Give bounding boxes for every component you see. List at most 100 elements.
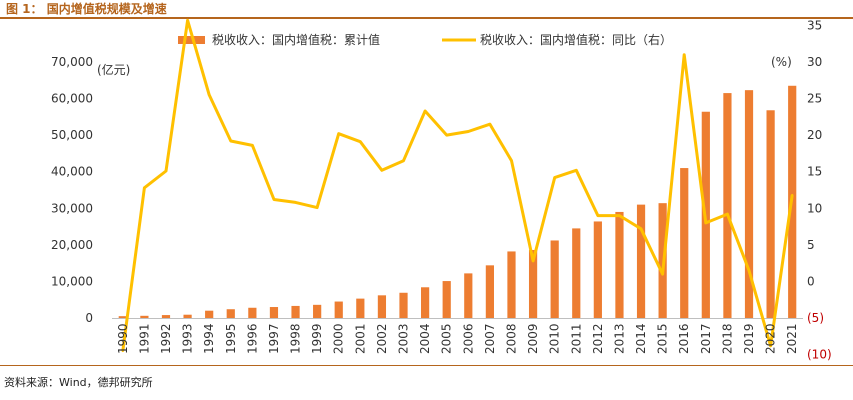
left-tick-label: 10,000 xyxy=(51,274,93,288)
left-tick-label: 0 xyxy=(85,311,93,325)
x-tick-label: 1999 xyxy=(310,323,324,354)
line-point xyxy=(575,169,578,172)
x-tick-label: 1995 xyxy=(224,323,238,354)
legend: 税收收入：国内增值税：累计值 税收收入：国内增值税：同比（右） xyxy=(178,32,672,47)
x-tick-label: 2016 xyxy=(677,323,691,354)
x-tick-label: 2010 xyxy=(548,323,562,354)
x-tick-label: 1994 xyxy=(202,323,216,354)
right-tick-label: 5 xyxy=(807,238,815,252)
right-tick-label: (5) xyxy=(807,311,824,325)
x-tick-label: 2004 xyxy=(418,323,432,354)
x-tick-label: 2018 xyxy=(720,323,734,354)
line-point xyxy=(164,169,168,173)
line-point xyxy=(380,169,384,172)
bar xyxy=(248,307,257,318)
bar xyxy=(766,110,775,318)
bar xyxy=(291,305,300,318)
line-point xyxy=(445,133,448,137)
x-tick-label: 1996 xyxy=(245,323,259,354)
x-axis: 1990 1991 1992 1993 1994 1995 1996 1997 1998 1999… xyxy=(116,323,799,354)
right-tick-label: 30 xyxy=(807,55,822,69)
yoy-line-series xyxy=(121,18,794,352)
x-tick-label: 1991 xyxy=(137,323,151,354)
bar xyxy=(269,307,279,318)
bar xyxy=(399,292,408,318)
left-tick-label: 30,000 xyxy=(51,201,93,215)
legend-bar-swatch xyxy=(178,36,205,44)
line-point xyxy=(337,132,340,135)
x-tick-label: 2011 xyxy=(569,323,583,354)
left-tick-label: 70,000 xyxy=(51,55,93,69)
bar xyxy=(313,304,322,318)
x-tick-label: 2014 xyxy=(634,323,648,354)
legend-line-label: 税收收入：国内增值税：同比（右） xyxy=(480,32,672,47)
bar xyxy=(161,315,171,318)
x-tick-label: 1998 xyxy=(289,323,303,354)
right-axis: 4035302520151050(5)(10)(15) xyxy=(807,18,832,362)
line-point xyxy=(726,212,729,216)
bar xyxy=(356,298,365,318)
x-tick-label: 2001 xyxy=(353,323,367,354)
line-point xyxy=(251,144,254,147)
bar xyxy=(744,90,754,318)
x-tick-label: 2021 xyxy=(785,323,799,354)
right-axis-unit: (%) xyxy=(771,55,792,69)
line-point xyxy=(747,269,751,272)
line-point xyxy=(553,176,556,179)
bar xyxy=(528,249,538,318)
x-tick-label: 2017 xyxy=(699,323,713,354)
x-tick-label: 2008 xyxy=(504,323,518,354)
line-point xyxy=(769,344,772,347)
bar xyxy=(572,228,581,318)
line-point xyxy=(121,349,124,353)
left-tick-label: 20,000 xyxy=(51,238,93,252)
line-point xyxy=(488,122,492,126)
x-tick-label: 1992 xyxy=(159,323,173,354)
bar xyxy=(205,310,214,318)
left-tick-label: 60,000 xyxy=(51,92,93,106)
line-point xyxy=(510,159,513,162)
right-tick-label: 10 xyxy=(807,201,822,215)
bar xyxy=(377,295,387,318)
line-point xyxy=(186,19,189,22)
line-point xyxy=(791,193,794,197)
x-tick-label: 1997 xyxy=(267,323,281,354)
bar xyxy=(226,309,235,318)
bar xyxy=(442,281,451,318)
x-tick-label: 2015 xyxy=(656,323,670,354)
bar xyxy=(723,93,732,318)
line-point xyxy=(423,109,427,113)
bar xyxy=(421,287,430,318)
title-rule xyxy=(0,17,853,19)
x-tick-label: 2020 xyxy=(764,323,778,354)
bar xyxy=(118,316,127,318)
line-point xyxy=(704,221,708,225)
bar xyxy=(615,211,624,318)
line-point xyxy=(467,130,470,133)
bar xyxy=(485,265,494,318)
bar xyxy=(464,273,473,318)
line-point xyxy=(143,186,146,190)
right-tick-label: 15 xyxy=(807,165,822,179)
bar xyxy=(507,251,516,318)
line-point xyxy=(683,53,686,56)
yoy-line-points xyxy=(121,19,794,353)
x-tick-label: 2012 xyxy=(591,323,605,354)
figure-title: 图 1： 国内增值税规模及增速 xyxy=(6,2,167,16)
bar xyxy=(183,314,192,318)
right-tick-label: (10) xyxy=(807,348,832,362)
x-tick-label: 2002 xyxy=(375,323,389,354)
x-tick-label: 1990 xyxy=(116,323,130,354)
left-tick-label: 40,000 xyxy=(51,165,93,179)
line-point xyxy=(618,214,621,217)
line-point xyxy=(315,206,319,209)
x-tick-label: 2005 xyxy=(440,323,454,354)
source-note: 资料来源：Wind，德邦研究所 xyxy=(4,376,153,389)
line-point xyxy=(596,214,600,217)
x-tick-label: 2019 xyxy=(742,323,756,354)
right-tick-label: 35 xyxy=(807,18,822,32)
bar xyxy=(334,301,343,318)
right-tick-label: 0 xyxy=(807,274,815,288)
x-tick-label: 2006 xyxy=(461,323,475,354)
bottom-rule xyxy=(0,365,853,366)
